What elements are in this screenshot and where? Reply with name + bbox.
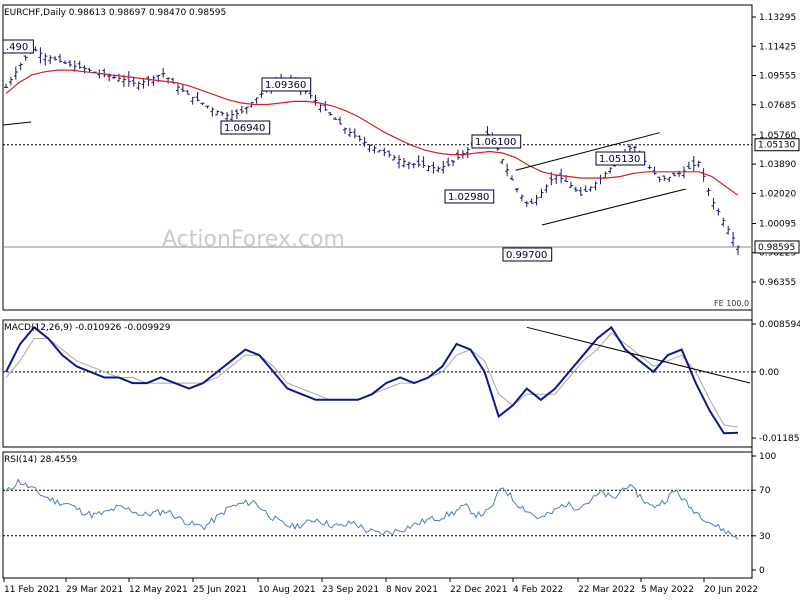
current-tag-label: 0.98595 — [758, 243, 795, 253]
xtick-label: 20 Jun 2022 — [704, 585, 758, 595]
macd-ytick-label: 0.008594 — [759, 320, 800, 330]
xtick-label: 25 Jun 2021 — [193, 585, 247, 595]
annotation-label: 1.05130 — [599, 154, 640, 165]
rsi-ytick-label: 100 — [759, 452, 776, 462]
price-annotation: 1.06100 — [471, 134, 522, 149]
channel-upper-line — [515, 132, 660, 171]
annotation-box — [471, 134, 522, 149]
price-ytick-label: 1.00095 — [759, 219, 796, 229]
moving-average-line — [5, 69, 739, 196]
channel-lower-line — [541, 188, 686, 226]
annotation-box — [444, 189, 495, 204]
macd-ytick-label: 0.00 — [759, 368, 779, 378]
macd-line — [5, 325, 739, 435]
price-annotation: 1.06940 — [220, 120, 271, 135]
rsi-ytick-label: 70 — [759, 486, 771, 496]
price-ytick-label: 0.96355 — [759, 278, 796, 288]
xtick-label: 11 Feb 2021 — [4, 585, 60, 595]
annotation-box — [220, 120, 271, 135]
annotation-label: 1.06100 — [475, 137, 516, 148]
level-tag-box — [754, 138, 800, 152]
xtick-label: 4 Feb 2022 — [513, 585, 563, 595]
xtick-label: 23 Sep 2021 — [322, 585, 379, 595]
annotation-box — [502, 247, 553, 262]
panel-frame-macd — [2, 319, 753, 448]
macd-ytick-label: -0.011856 — [759, 434, 800, 444]
xtick-label: 22 Mar 2022 — [578, 585, 635, 595]
xtick-label: 10 Aug 2021 — [258, 585, 316, 595]
annotation-label: 1.06940 — [224, 123, 265, 134]
price-annotation: 1.02980 — [444, 189, 495, 204]
price-annotation: 1.09360 — [261, 77, 312, 92]
price-ytick-label: 1.07685 — [759, 101, 796, 111]
rsi-ytick-label: 30 — [759, 532, 771, 542]
annotation-label: 1.02980 — [448, 192, 489, 203]
price-annotation: 1.05130 — [595, 151, 646, 166]
price-annotation: 0.99700 — [502, 247, 553, 262]
xtick-label: 5 May 2022 — [641, 585, 694, 595]
xtick-label: 12 May 2021 — [129, 585, 188, 595]
price-ytick-label: 1.09555 — [759, 72, 796, 82]
macd-trendline — [526, 326, 751, 384]
annotation-box — [595, 151, 646, 166]
left-marker-line — [2, 121, 32, 126]
price-ytick-label: 1.13295 — [759, 13, 796, 23]
annotation-label: 1.09360 — [265, 80, 306, 91]
price-ytick-label: 1.05760 — [759, 131, 796, 141]
level-price-tag: 1.05130 — [754, 138, 800, 152]
xtick-label: 29 Mar 2021 — [66, 585, 123, 595]
rsi-line — [5, 478, 739, 540]
price-header: EURCHF,Daily 0.98613 0.98697 0.98470 0.9… — [4, 8, 226, 18]
panel-frame-rsi — [2, 451, 753, 579]
current-tag-box — [754, 240, 800, 254]
rsi-header: RSI(14) 28.4559 — [4, 455, 77, 465]
rsi-ytick-label: 0 — [759, 566, 765, 576]
xtick-label: 22 Dec 2021 — [450, 585, 508, 595]
annotation-label: 0.99700 — [506, 250, 547, 261]
annotation-box — [261, 77, 312, 92]
price-ytick-label: 1.02020 — [759, 189, 796, 199]
watermark: ActionForex.com — [162, 227, 345, 252]
price-annotation: .490 — [2, 39, 34, 54]
price-ytick-label: 0.98225 — [759, 249, 796, 259]
current-price-tag: 0.98595 — [754, 240, 800, 254]
price-ytick-label: 1.03890 — [759, 160, 796, 170]
price-ytick-label: 1.11425 — [759, 42, 796, 52]
level-tag-label: 1.05130 — [758, 141, 795, 151]
annotation-label: .490 — [6, 42, 28, 53]
fe-label: FE 100.0 — [714, 299, 749, 308]
macd-header: MACD(12,26,9) -0.010926 -0.009929 — [4, 323, 171, 333]
annotation-box — [2, 39, 34, 54]
xtick-label: 8 Nov 2021 — [386, 585, 438, 595]
